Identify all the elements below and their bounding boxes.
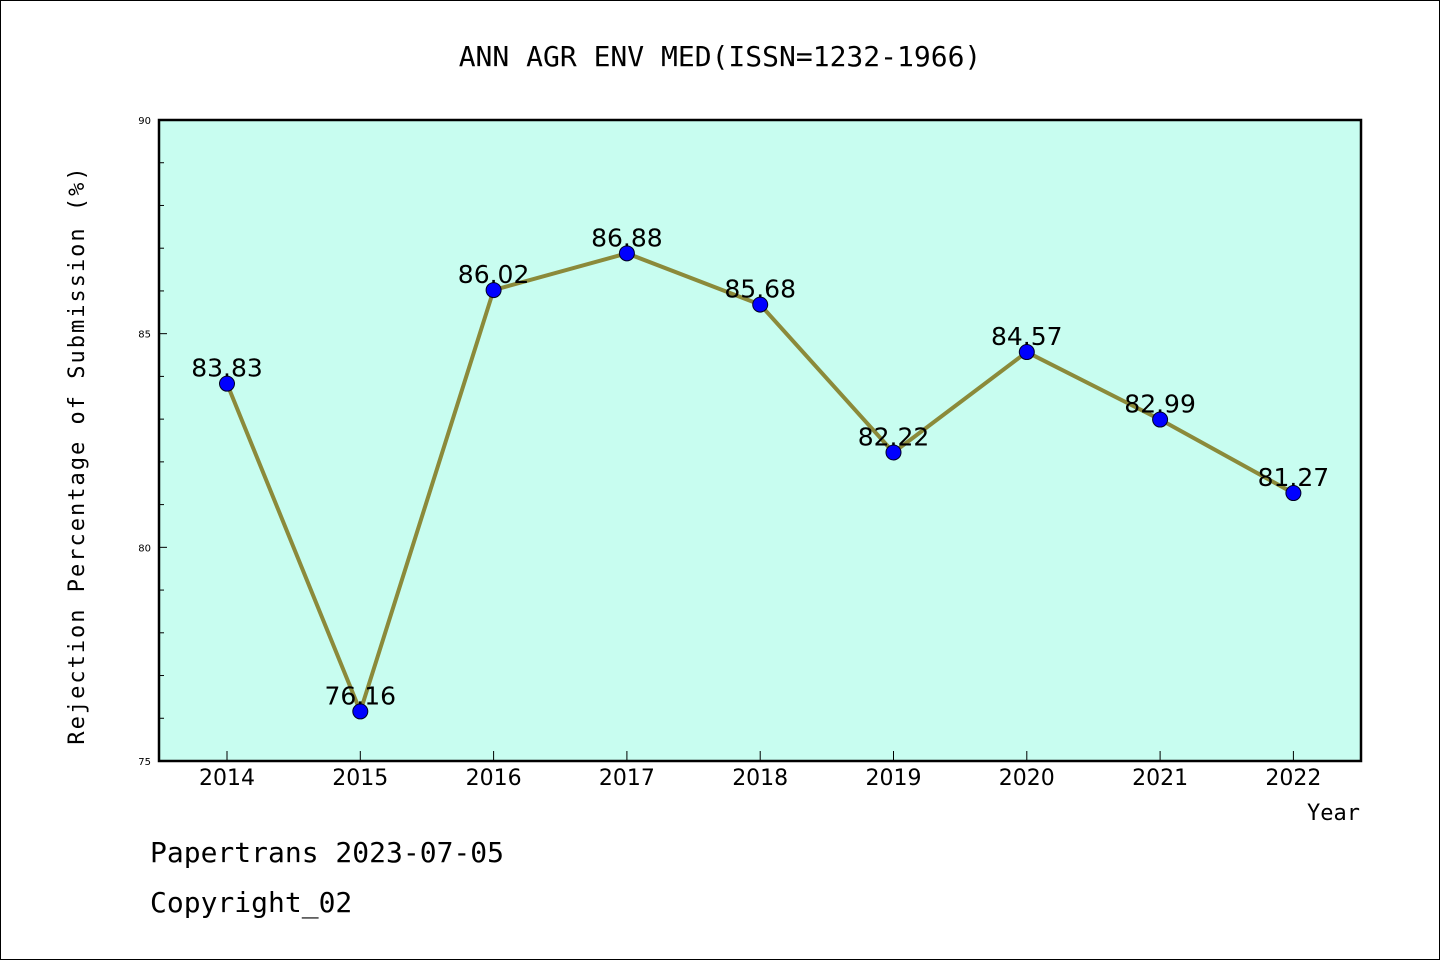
data-label: 86.02	[458, 260, 530, 289]
y-tick-label: 80	[138, 543, 151, 554]
x-tick-label: 2020	[999, 766, 1055, 791]
x-tick-label: 2021	[1132, 766, 1188, 791]
x-tick-label: 2016	[466, 766, 522, 791]
data-point	[352, 703, 369, 720]
data-label: 82.22	[858, 422, 930, 451]
data-label: 84.57	[991, 322, 1063, 351]
x-tick-label: 2019	[866, 766, 922, 791]
data-label: 83.83	[191, 354, 263, 383]
y-tick-label: 75	[138, 757, 151, 768]
data-point	[219, 375, 235, 392]
y-tick-label: 90	[138, 116, 151, 127]
data-point	[1285, 485, 1302, 502]
footer-date: Papertrans 2023-07-05	[150, 836, 505, 869]
chart-title: ANN AGR ENV MED(ISSN=1232-1966)	[459, 40, 982, 73]
data-point	[885, 444, 902, 461]
y-axis: 75 80 85 90	[138, 116, 167, 768]
footer-copyright: Copyright_02	[150, 886, 353, 919]
data-label: 76.16	[325, 681, 397, 710]
data-point	[1018, 344, 1035, 361]
x-tick-label: 2022	[1265, 766, 1321, 791]
data-label: 82.99	[1124, 390, 1196, 419]
x-tick-label: 2014	[199, 766, 255, 791]
y-tick-label: 85	[138, 330, 151, 341]
y-axis-label: Rejection Percentage of Submission (%)	[65, 165, 90, 744]
data-point	[752, 296, 769, 313]
data-point	[1152, 411, 1169, 428]
x-axis-label: Year	[1307, 801, 1360, 826]
x-tick-label: 2018	[732, 766, 788, 791]
data-point	[485, 282, 502, 299]
data-label: 81.27	[1258, 463, 1330, 492]
x-axis: 2014 2015 2016 2017 2018 2019 2020 2021 2022	[199, 751, 1321, 791]
x-tick-label: 2015	[332, 766, 388, 791]
plot-area	[157, 118, 1363, 763]
x-tick-label: 2017	[599, 766, 655, 791]
data-label: 85.68	[724, 275, 796, 304]
data-labels: 83.83 76.16 86.02 86.88 85.68 82.22 84.57 82.99…	[191, 223, 1329, 710]
data-points	[219, 245, 1302, 720]
data-label: 86.88	[591, 223, 663, 252]
data-point	[618, 245, 635, 262]
